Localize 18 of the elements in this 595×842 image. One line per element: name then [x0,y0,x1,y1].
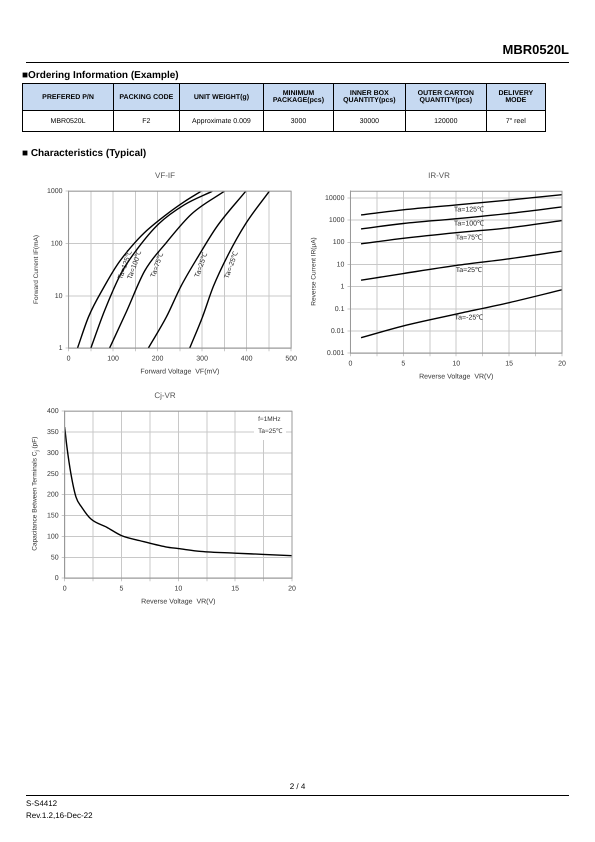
text: 2 / 4 [288,782,306,791]
line-series [360,250,562,281]
text: MBR0520L [502,42,569,57]
line-series [108,191,226,348]
line-series [148,191,246,348]
line-series [360,206,562,230]
chart-title: IR-VR [427,170,451,182]
line-series [360,289,562,338]
chart-title: Cj-VR [153,390,177,402]
line-series [188,191,270,348]
text: Rev.1.2,16-Dec-22 [26,811,93,820]
line-series [64,426,292,556]
text: S-S4412 [26,799,58,808]
text: ■ Characteristics (Typical) [22,148,148,159]
chart-title: VF-IF [154,170,176,182]
line-series [360,194,562,216]
text: ■Ordering Information (Example) [22,70,180,81]
line-series [360,220,562,245]
